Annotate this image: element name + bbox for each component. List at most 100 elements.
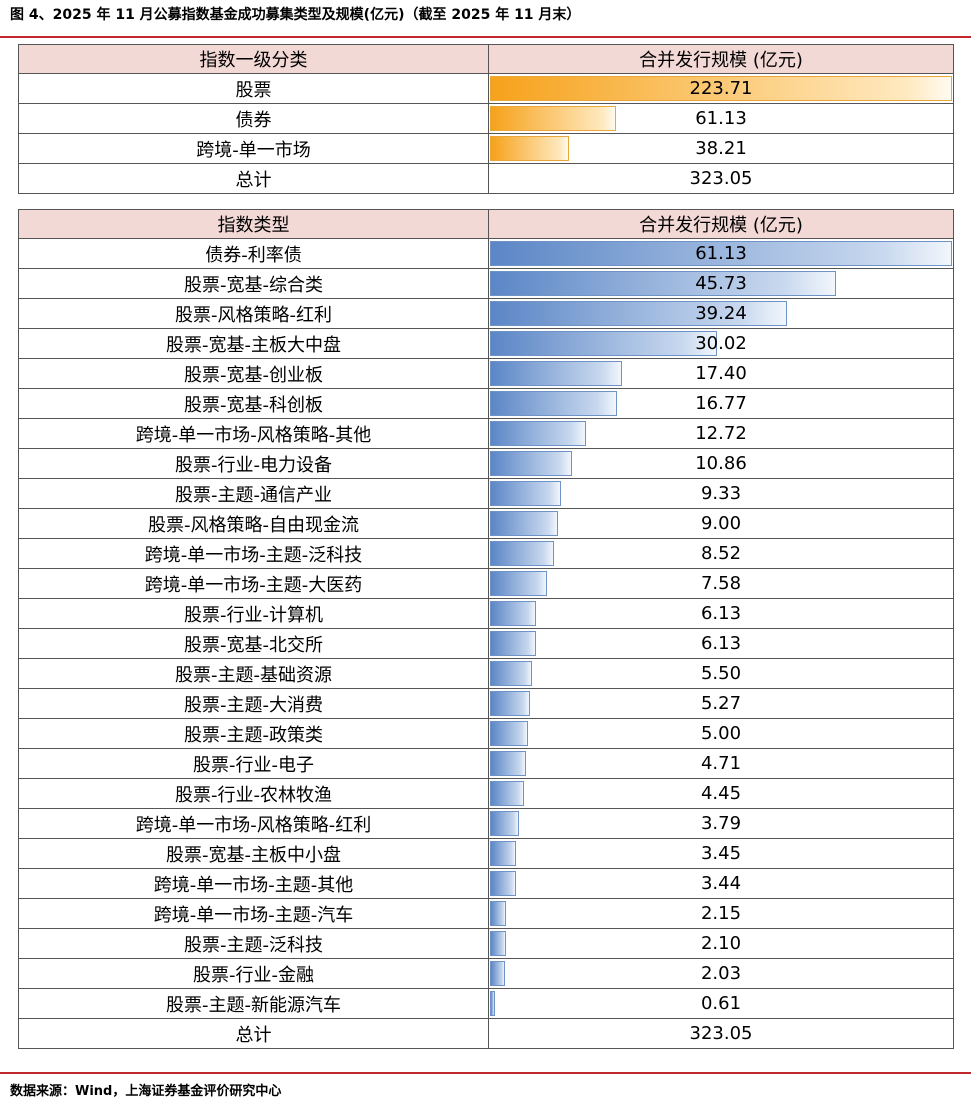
row-label: 股票-行业-计算机: [18, 598, 489, 629]
table-row: 股票-宽基-主板大中盘 30.02: [18, 328, 954, 359]
row-value: 3.45: [700, 843, 742, 864]
table-row: 股票-行业-农林牧渔 4.45: [18, 778, 954, 809]
row-value: 45.73: [695, 273, 747, 294]
row-value-cell: 38.21: [488, 133, 954, 164]
row-value-cell: 5.00: [488, 718, 954, 749]
row-value: 39.24: [695, 303, 747, 324]
data-bar: [490, 661, 532, 686]
data-bar: [490, 751, 526, 776]
row-value: 61.13: [695, 243, 747, 264]
data-bar: [490, 841, 516, 866]
row-value-cell: 3.45: [488, 838, 954, 869]
row-label: 股票-宽基-主板大中盘: [18, 328, 489, 359]
table-row: 跨境-单一市场-主题-大医药 7.58: [18, 568, 954, 599]
chart-title: 图 4、2025 年 11 月公募指数基金成功募集类型及规模(亿元)（截至 20…: [10, 7, 581, 23]
row-label: 股票-行业-电力设备: [18, 448, 489, 479]
row-label: 跨境-单一市场-主题-泛科技: [18, 538, 489, 569]
data-bar: [490, 601, 536, 626]
row-value-cell: 2.10: [488, 928, 954, 959]
data-bar: [490, 571, 547, 596]
data-bar: [490, 76, 952, 101]
data-bar: [490, 421, 586, 446]
row-value: 223.71: [689, 78, 753, 99]
data-bar: [490, 721, 528, 746]
row-value-cell: 61.13: [488, 103, 954, 134]
top-rule: [0, 36, 971, 38]
row-label: 股票-主题-通信产业: [18, 478, 489, 509]
table-row: 跨境-单一市场-主题-汽车 2.15: [18, 898, 954, 929]
row-value: 16.77: [695, 393, 747, 414]
source-note: 数据来源：Wind，上海证券基金评价研究中心: [10, 1084, 282, 1099]
header-scale: 合并发行规模 (亿元): [488, 44, 954, 74]
table-row: 股票-行业-电子 4.71: [18, 748, 954, 779]
data-bar: [490, 931, 506, 956]
row-label: 跨境-单一市场-主题-大医药: [18, 568, 489, 599]
table-row: 跨境-单一市场-主题-泛科技 8.52: [18, 538, 954, 569]
row-label: 跨境-单一市场: [18, 133, 489, 164]
row-value: 3.44: [700, 873, 742, 894]
data-bar: [490, 451, 572, 476]
data-bar: [490, 541, 554, 566]
row-value: 5.50: [700, 663, 742, 684]
table-row: 股票 223.71: [18, 73, 954, 104]
data-bar: [490, 361, 622, 386]
row-value: 4.71: [700, 753, 742, 774]
data-bar: [490, 106, 616, 131]
row-label: 股票-行业-电子: [18, 748, 489, 779]
data-bar: [490, 301, 787, 326]
data-bar: [490, 991, 495, 1016]
row-label: 股票-主题-政策类: [18, 718, 489, 749]
data-bar: [490, 781, 524, 806]
row-value-cell: 9.33: [488, 478, 954, 509]
row-value: 5.00: [700, 723, 742, 744]
data-bar: [490, 331, 717, 356]
row-label: 股票-行业-金融: [18, 958, 489, 989]
row-label: 跨境-单一市场-风格策略-红利: [18, 808, 489, 839]
table-row: 跨境-单一市场-风格策略-红利 3.79: [18, 808, 954, 839]
row-value-cell: 223.71: [488, 73, 954, 104]
data-bar: [490, 391, 617, 416]
row-value-cell: 5.50: [488, 658, 954, 689]
row-value: 9.00: [700, 513, 742, 534]
row-value: 3.79: [700, 813, 742, 834]
row-label: 股票-宽基-科创板: [18, 388, 489, 419]
row-label: 债券: [18, 103, 489, 134]
row-value-cell: 2.15: [488, 898, 954, 929]
row-label: 跨境-单一市场-主题-其他: [18, 868, 489, 899]
row-label: 股票-风格策略-自由现金流: [18, 508, 489, 539]
row-label: 股票-宽基-创业板: [18, 358, 489, 389]
table-row: 债券-利率债 61.13: [18, 238, 954, 269]
row-value-cell: 17.40: [488, 358, 954, 389]
row-value: 7.58: [700, 573, 742, 594]
table-row: 股票-宽基-创业板 17.40: [18, 358, 954, 389]
row-value: 17.40: [695, 363, 747, 384]
row-value: 8.52: [700, 543, 742, 564]
row-value-cell: 5.27: [488, 688, 954, 719]
table-header-row: 指数一级分类 合并发行规模 (亿元): [18, 44, 954, 74]
row-value: 2.03: [700, 963, 742, 984]
data-bar: [490, 511, 558, 536]
row-label: 股票-主题-大消费: [18, 688, 489, 719]
table-row: 股票-行业-计算机 6.13: [18, 598, 954, 629]
row-value: 0.61: [700, 993, 742, 1014]
row-value: 9.33: [700, 483, 742, 504]
row-value: 2.10: [700, 933, 742, 954]
row-value-cell: 6.13: [488, 598, 954, 629]
table-row: 股票-风格策略-自由现金流 9.00: [18, 508, 954, 539]
row-label: 股票-宽基-综合类: [18, 268, 489, 299]
row-value-cell: 3.79: [488, 808, 954, 839]
bottom-rule: [0, 1072, 971, 1074]
total-label: 总计: [18, 1018, 489, 1049]
table-row: 股票-宽基-北交所 6.13: [18, 628, 954, 659]
data-bar: [490, 136, 569, 161]
row-label: 股票-宽基-北交所: [18, 628, 489, 659]
table-row: 股票-宽基-综合类 45.73: [18, 268, 954, 299]
table-row: 股票-行业-金融 2.03: [18, 958, 954, 989]
row-label: 股票-宽基-主板中小盘: [18, 838, 489, 869]
row-label: 跨境-单一市场-风格策略-其他: [18, 418, 489, 449]
table-row: 跨境-单一市场 38.21: [18, 133, 954, 164]
row-label: 跨境-单一市场-主题-汽车: [18, 898, 489, 929]
table-row: 跨境-单一市场-主题-其他 3.44: [18, 868, 954, 899]
data-bar: [490, 691, 530, 716]
table-row: 股票-行业-电力设备 10.86: [18, 448, 954, 479]
